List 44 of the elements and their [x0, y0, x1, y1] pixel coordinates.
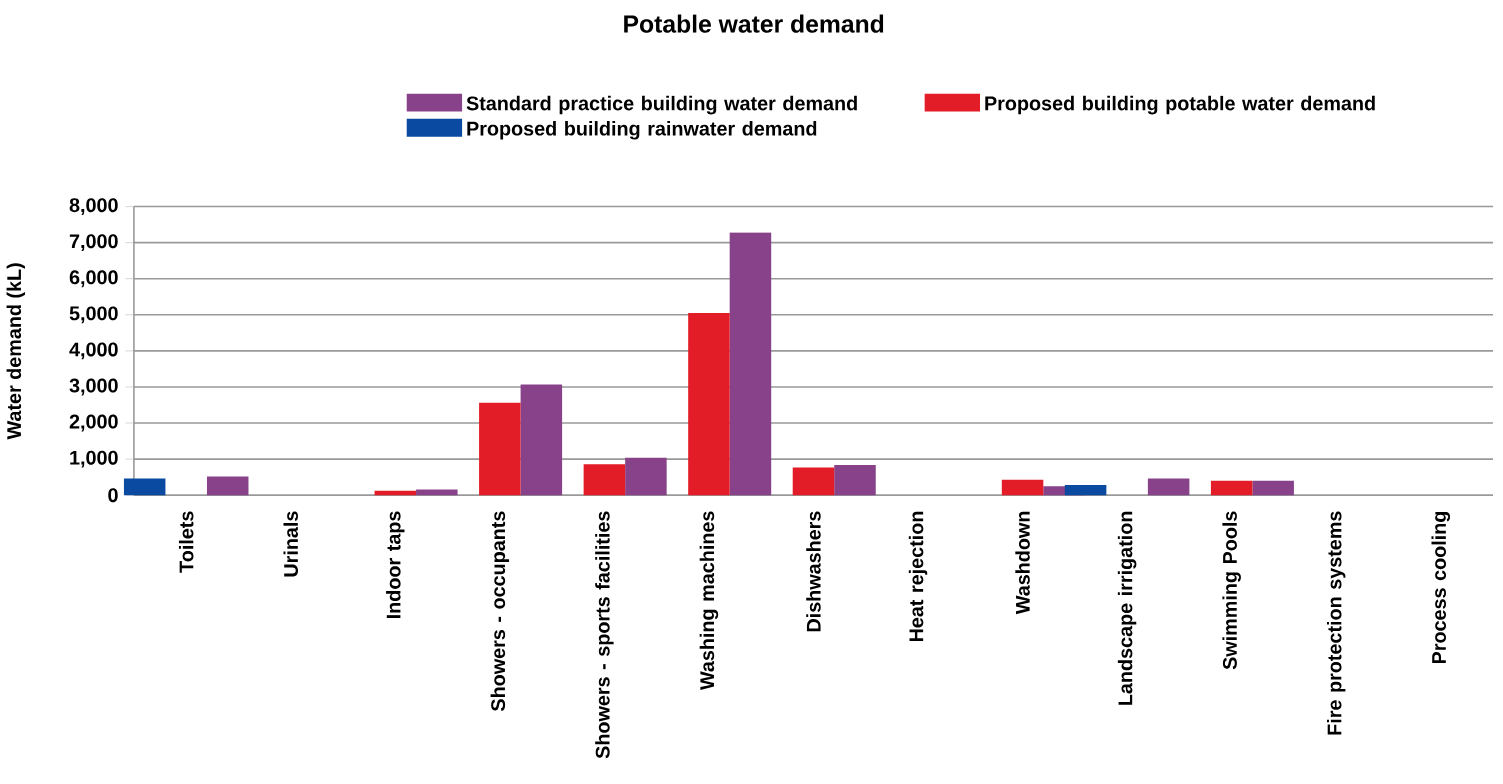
bar: [123, 478, 166, 496]
y-tick-label: 7,000: [69, 234, 118, 252]
bar: [416, 489, 458, 496]
y-tick-label: 8,000: [69, 198, 118, 215]
y-axis-title: Water demand (kL): [6, 263, 26, 440]
bar: [688, 312, 730, 496]
x-tick-label: Showers - sports facilities: [595, 511, 614, 759]
bar: [625, 457, 667, 496]
bar: [206, 476, 249, 496]
bar: [1001, 479, 1044, 496]
x-tick-label: Heat rejection: [908, 511, 928, 642]
legend-label: Proposed building rainwater demand: [467, 121, 817, 140]
x-tick-label: Showers - occupants: [490, 511, 510, 712]
x-tick-label: Toilets: [178, 511, 194, 573]
bar: [1064, 485, 1107, 496]
y-tick-label: 4,000: [69, 342, 118, 360]
bar: [729, 232, 772, 496]
bar: [374, 490, 417, 496]
bar: [1147, 478, 1190, 496]
y-tick-label: 3,000: [69, 378, 118, 396]
bar: [834, 464, 876, 496]
bar: [1252, 480, 1294, 496]
bar: [583, 464, 626, 496]
x-tick-label: Swimming Pools: [1222, 511, 1241, 670]
y-tick-label: 2,000: [69, 414, 118, 432]
x-tick-label: Washing machines: [699, 511, 719, 690]
bar: [1210, 480, 1253, 496]
x-tick-label: Washdown: [1015, 511, 1030, 615]
legend-label: Proposed building potable water demand: [985, 95, 1375, 115]
bar: [479, 402, 521, 496]
y-tick-label: 6,000: [69, 270, 118, 288]
y-tick-label: 0: [108, 488, 118, 503]
y-tick-label: 5,000: [69, 306, 118, 324]
x-tick-label: Landscape irrigation: [1117, 511, 1137, 705]
x-tick-label: Process cooling: [1431, 511, 1450, 664]
legend-label: Standard practice building water demand: [466, 95, 857, 115]
chart-title: Potable water demand: [624, 14, 884, 33]
x-tick-label: Dishwashers: [806, 511, 821, 632]
bar: [792, 467, 835, 496]
bar: [520, 384, 563, 496]
x-tick-label: Fire protection systems: [1326, 511, 1346, 735]
x-tick-label: Urinals: [283, 511, 298, 577]
y-tick-label: 1,000: [70, 450, 118, 468]
x-tick-label: Indoor taps: [386, 511, 405, 618]
